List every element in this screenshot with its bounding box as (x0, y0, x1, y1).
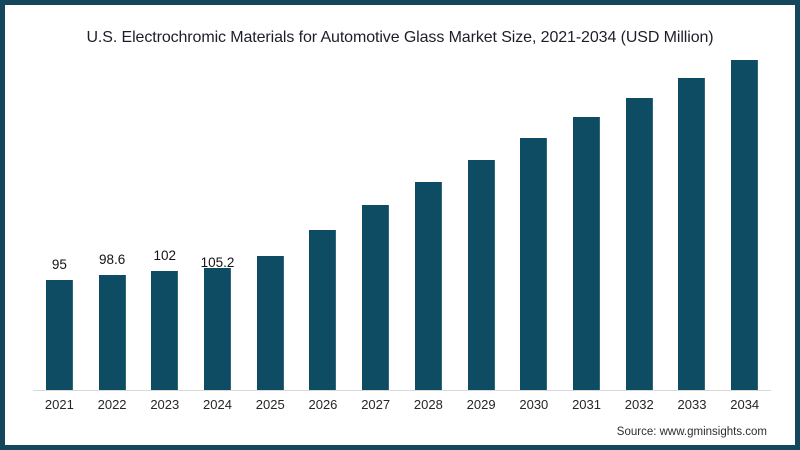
bar-group-2030 (507, 137, 560, 390)
x-tick-2027: 2027 (361, 397, 391, 412)
x-tick-2021: 2021 (44, 397, 74, 412)
bar-group-2023: 102 (138, 248, 191, 390)
bar-group-2031 (560, 116, 613, 390)
x-tick-2031: 2031 (572, 397, 601, 412)
bar-2032 (625, 97, 653, 390)
bar-2026 (309, 230, 337, 390)
bar-group-2027 (349, 205, 402, 390)
plot-area: 95 98.6 102 105.2 (33, 50, 771, 391)
bar-2030 (520, 137, 548, 390)
x-tick-2028: 2028 (413, 397, 443, 412)
x-axis-labels: 2021 2022 2023 2024 2025 2026 2027 2028 2029 2030… (33, 397, 771, 412)
x-tick-2024: 2024 (203, 397, 232, 412)
x-tick-2034: 2034 (730, 397, 760, 412)
x-tick-2030: 2030 (519, 397, 549, 412)
bar-2034 (731, 60, 759, 390)
x-tick-2033: 2033 (677, 397, 707, 412)
bar-group-2033 (666, 78, 719, 390)
bar-2027 (362, 205, 390, 390)
bar-2025 (256, 255, 284, 390)
bar-group-2034 (718, 60, 771, 390)
x-tick-2022: 2022 (97, 397, 127, 412)
bar-2033 (678, 78, 706, 390)
bar-group-2028 (402, 182, 455, 390)
chart-title: U.S. Electrochromic Materials for Automo… (86, 29, 714, 46)
bar-value-label-2023: 102 (153, 248, 177, 264)
bar-group-2025 (244, 255, 297, 390)
bar-group-2022: 98.6 (86, 252, 139, 390)
bar-2022 (98, 275, 126, 390)
bar-group-2024: 105.2 (191, 255, 244, 390)
bar-2021 (45, 279, 73, 390)
bar-group-2029 (455, 159, 508, 390)
bar-value-label-2021: 95 (51, 256, 67, 272)
bar-group-2032 (613, 97, 666, 390)
bar-2024 (204, 267, 232, 390)
x-tick-2029: 2029 (466, 397, 496, 412)
x-tick-2025: 2025 (255, 397, 285, 412)
bar-value-label-2024: 105.2 (200, 254, 235, 270)
source-credit: Source: www.gminsights.com (616, 426, 767, 438)
bar-2029 (467, 159, 495, 390)
bar-group-2026 (297, 230, 350, 390)
bar-value-label-2022: 98.6 (98, 252, 126, 268)
bar-2031 (573, 116, 601, 390)
x-tick-2023: 2023 (150, 397, 180, 412)
bar-2028 (414, 182, 442, 390)
x-tick-2032: 2032 (624, 397, 654, 412)
bar-group-2021: 95 (33, 257, 86, 390)
bar-chart: 95 98.6 102 105.2 2021 2022 2023 2024 2025 2026 2… (33, 50, 771, 412)
x-tick-2026: 2026 (308, 397, 338, 412)
bar-2023 (151, 271, 179, 390)
